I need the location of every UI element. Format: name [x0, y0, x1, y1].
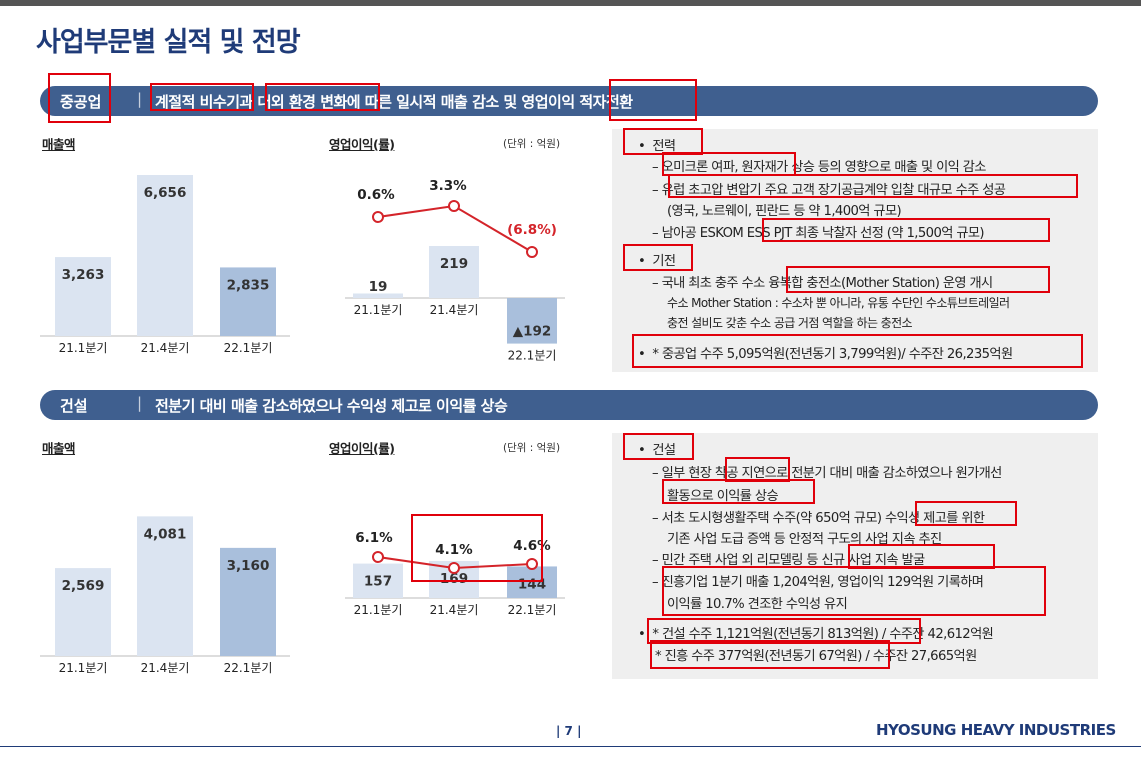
x-tick-label: 21.4분기	[430, 603, 479, 617]
order-summary-heavy: • * 중공업 수주 5,095억원(전년동기 3,799억원)/ 수주잔 26…	[638, 347, 1013, 362]
profit-label: 영업이익(률)	[329, 441, 395, 456]
list-item: – 유럽 초고압 변압기 주요 고객 장기공급계약 입찰 대규모 수주 성공	[652, 183, 1006, 198]
x-tick-label: 21.4분기	[430, 303, 479, 317]
margin-point	[372, 551, 384, 563]
list-item: – 국내 최초 충주 수소 융복합 충전소(Mother Station) 운영…	[652, 276, 993, 291]
margin-point	[448, 200, 460, 212]
order-summary-construction: • * 건설 수주 1,121억원(전년동기 813억원) / 수주잔 42,6…	[638, 627, 994, 642]
bar-21.1분기	[55, 568, 111, 656]
x-tick-label: 21.4분기	[141, 661, 190, 675]
section-headline: 전분기 대비 매출 감소하였으나 수익성 제고로 이익률 상승	[155, 397, 508, 415]
list-item: – 일부 현장 착공 지연으로 전분기 대비 매출 감소하였으나 원가개선	[652, 466, 1002, 481]
bar-value-label: ▲192	[513, 324, 552, 340]
list-item: 수소 Mother Station : 수소차 뿐 아니라, 유통 수단인 수소…	[667, 296, 1010, 310]
margin-point	[526, 558, 538, 570]
list-item: 충전 설비도 갖춘 수소 공급 거점 역할을 하는 충전소	[667, 316, 913, 330]
list-item: 활동으로 이익률 상승	[667, 489, 779, 504]
bar-value-label: 2,835	[227, 277, 270, 293]
margin-point	[448, 562, 460, 574]
bar-value-label: 3,263	[62, 267, 105, 283]
x-tick-label: 21.4분기	[141, 341, 190, 355]
margin-label: 4.6%	[513, 538, 551, 554]
margin-label: 0.6%	[357, 187, 395, 203]
bar-value-label: 4,081	[144, 526, 187, 542]
profit-chart-construction: 157 21.1분기 169 21.4분기 144 22.1분기 6.1% 4.1% 4.6%	[345, 530, 565, 617]
commentary-box-heavy	[612, 129, 1098, 372]
bar-value-label: 3,160	[227, 558, 270, 574]
bar-22.1분기	[507, 566, 557, 598]
sales-chart-heavy: 3,263 21.1분기 6,656 21.4분기 2,835 22.1분기	[40, 174, 290, 355]
brand-logo: HYOSUNG HEAVY INDUSTRIES	[876, 721, 1116, 739]
list-item: (영국, 노르웨이, 핀란드 등 약 1,400억 규모)	[667, 204, 902, 219]
unit-note: (단위 : 억원)	[503, 442, 561, 454]
x-tick-label: 22.1분기	[224, 341, 273, 355]
bar-21.1분기	[353, 293, 403, 298]
commentary-box-construction	[612, 433, 1098, 679]
list-item: 이익률 10.7% 견조한 수익성 유지	[667, 597, 848, 612]
margin-point	[372, 211, 384, 223]
bar-value-label: 144	[518, 576, 546, 592]
x-tick-label: 21.1분기	[59, 341, 108, 355]
bar-21.1분기	[55, 257, 111, 336]
separator: |	[137, 90, 143, 108]
bullet-head-power: • 전력	[638, 139, 676, 154]
margin-label: 3.3%	[429, 178, 467, 194]
section-banner-construction: 건설 | 전분기 대비 매출 감소하였으나 수익성 제고로 이익률 상승	[40, 390, 1098, 420]
section-headline: 계절적 비수기과 대외 환경 변화에 따른 일시적 매출 감소 및 영업이익 적…	[155, 93, 633, 111]
order-summary-jinheung: * 진흥 수주 377억원(전년동기 67억원) / 수주잔 27,665억원	[655, 649, 977, 664]
x-tick-label: 22.1분기	[224, 661, 273, 675]
bar-value-label: 157	[364, 574, 392, 590]
bullet-head-construction: • 건설	[638, 443, 676, 458]
margin-label: 4.1%	[435, 542, 473, 558]
list-item: – 민간 주택 사업 외 리모델링 등 신규 사업 지속 발굴	[652, 553, 925, 568]
list-item: – 오미크론 여파, 원자재가 상승 등의 영향으로 매출 및 이익 감소	[652, 160, 986, 175]
bar-22.1분기	[220, 267, 276, 336]
margin-point	[526, 246, 538, 258]
x-tick-label: 21.1분기	[354, 303, 403, 317]
unit-note: (단위 : 억원)	[503, 138, 561, 150]
bottom-rule	[0, 746, 1141, 747]
sales-label: 매출액	[42, 441, 76, 456]
page-number: | 7 |	[556, 724, 582, 738]
sales-label: 매출액	[42, 137, 76, 152]
separator: |	[137, 394, 143, 412]
profit-label: 영업이익(률)	[329, 137, 395, 152]
bar-22.1분기	[220, 547, 276, 656]
section-category: 중공업	[60, 93, 102, 111]
section-banner-heavy: 중공업 | 계절적 비수기과 대외 환경 변화에 따른 일시적 매출 감소 및 …	[40, 86, 1098, 116]
bar-22.1분기	[507, 298, 557, 344]
page-title: 사업부문별 실적 및 전망	[36, 27, 301, 58]
bar-21.4분기	[137, 174, 193, 336]
list-item: – 남아공 ESKOM ESS PJT 최종 낙찰자 선정 (약 1,500억 …	[652, 226, 985, 241]
bar-value-label: 19	[369, 279, 388, 295]
bar-value-label: 2,569	[62, 578, 105, 594]
section-category: 건설	[60, 397, 88, 415]
bullet-head-electro: • 기전	[638, 254, 676, 269]
sales-chart-construction: 2,569 21.1분기 4,081 21.4분기 3,160 22.1분기	[40, 516, 290, 675]
list-item: 기존 사업 도급 증액 등 안정적 구도의 사업 지속 추진	[667, 532, 942, 547]
x-tick-label: 22.1분기	[508, 349, 557, 363]
profit-chart-heavy: 19 21.1분기 219 21.4분기 ▲192 22.1분기 0.6% 3.3% (6.8%…	[345, 178, 565, 363]
margin-label: (6.8%)	[507, 222, 557, 238]
bar-value-label: 169	[440, 571, 468, 587]
x-tick-label: 22.1분기	[508, 603, 557, 617]
list-item: – 진흥기업 1분기 매출 1,204억원, 영업이익 129억원 기록하며	[652, 575, 984, 590]
bar-value-label: 219	[440, 256, 468, 272]
bar-21.1분기	[353, 563, 403, 598]
list-item: – 서초 도시형생활주택 수주(약 650억 규모) 수익성 제고를 위한	[652, 511, 985, 526]
margin-label: 6.1%	[355, 530, 393, 546]
top-rule	[0, 0, 1141, 6]
bar-21.4분기	[137, 516, 193, 656]
x-tick-label: 21.1분기	[59, 661, 108, 675]
x-tick-label: 21.1분기	[354, 603, 403, 617]
bar-value-label: 6,656	[144, 185, 187, 201]
bar-21.4분기	[429, 246, 479, 298]
